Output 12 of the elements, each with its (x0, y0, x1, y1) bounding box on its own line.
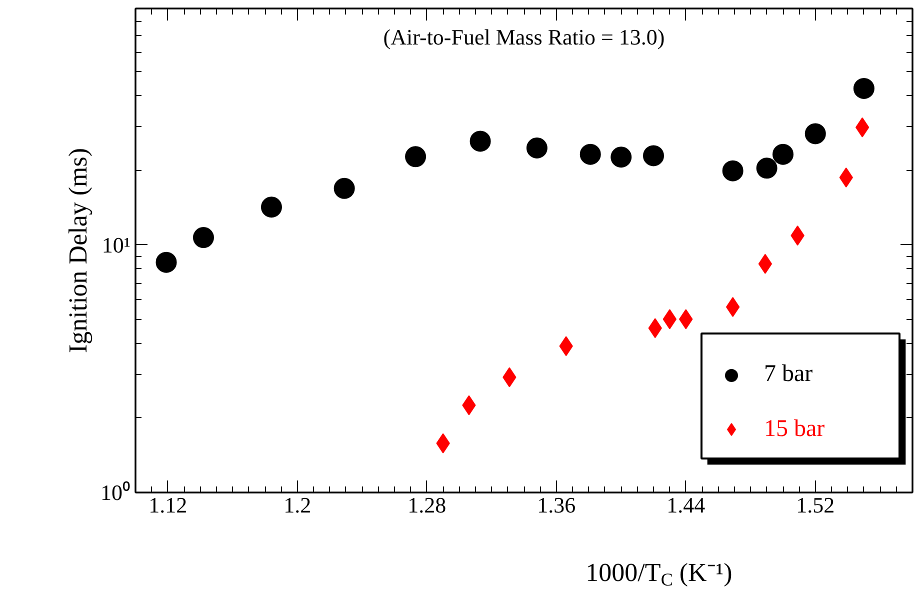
legend-label: 15 bar (764, 416, 825, 442)
x-tick-label: 1.36 (537, 492, 576, 518)
legend-label: 7 bar (764, 361, 813, 388)
y-tick-label: 10⁰ (100, 480, 130, 505)
annotation: (Air-to-Fuel Mass Ratio = 13.0) (383, 24, 665, 50)
x-tick-label: 1.12 (148, 492, 188, 518)
x-tick-label: 1.28 (408, 492, 446, 518)
x-tick-label: 1.44 (666, 492, 706, 518)
y-tick-label: 10¹ (102, 232, 131, 258)
x-tick-label: 1.2 (284, 492, 312, 518)
x-tick-label: 1.52 (796, 492, 835, 518)
y-axis-title: Ignition Delay (ms) (64, 148, 92, 354)
